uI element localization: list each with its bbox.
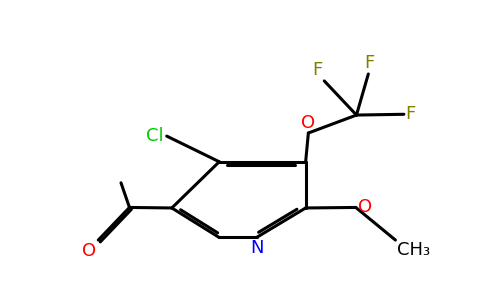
Text: N: N (250, 239, 263, 257)
Text: O: O (302, 114, 316, 132)
Text: F: F (406, 105, 416, 123)
Text: Cl: Cl (146, 127, 164, 145)
Text: F: F (313, 61, 323, 80)
Text: F: F (365, 54, 375, 72)
Text: O: O (358, 198, 372, 216)
Text: CH₃: CH₃ (397, 241, 430, 259)
Text: O: O (82, 242, 96, 260)
